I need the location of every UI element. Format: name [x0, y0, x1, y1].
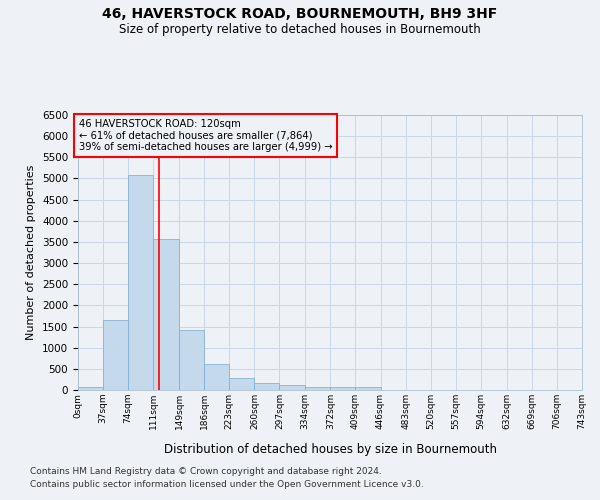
- Text: Size of property relative to detached houses in Bournemouth: Size of property relative to detached ho…: [119, 22, 481, 36]
- Text: 46 HAVERSTOCK ROAD: 120sqm
← 61% of detached houses are smaller (7,864)
39% of s: 46 HAVERSTOCK ROAD: 120sqm ← 61% of deta…: [79, 119, 332, 152]
- Bar: [204, 364, 229, 390]
- Bar: [153, 239, 179, 390]
- Bar: [103, 320, 128, 390]
- Bar: [280, 386, 305, 390]
- Bar: [305, 387, 331, 390]
- Bar: [355, 387, 380, 390]
- Y-axis label: Number of detached properties: Number of detached properties: [26, 165, 37, 340]
- Text: 46, HAVERSTOCK ROAD, BOURNEMOUTH, BH9 3HF: 46, HAVERSTOCK ROAD, BOURNEMOUTH, BH9 3H…: [103, 8, 497, 22]
- Text: Distribution of detached houses by size in Bournemouth: Distribution of detached houses by size …: [163, 442, 497, 456]
- Bar: [331, 387, 355, 390]
- Bar: [128, 176, 153, 390]
- Text: Contains HM Land Registry data © Crown copyright and database right 2024.: Contains HM Land Registry data © Crown c…: [30, 468, 382, 476]
- Bar: [229, 378, 254, 390]
- Bar: [78, 387, 103, 390]
- Text: Contains public sector information licensed under the Open Government Licence v3: Contains public sector information licen…: [30, 480, 424, 489]
- Bar: [179, 330, 204, 390]
- Bar: [254, 384, 280, 390]
